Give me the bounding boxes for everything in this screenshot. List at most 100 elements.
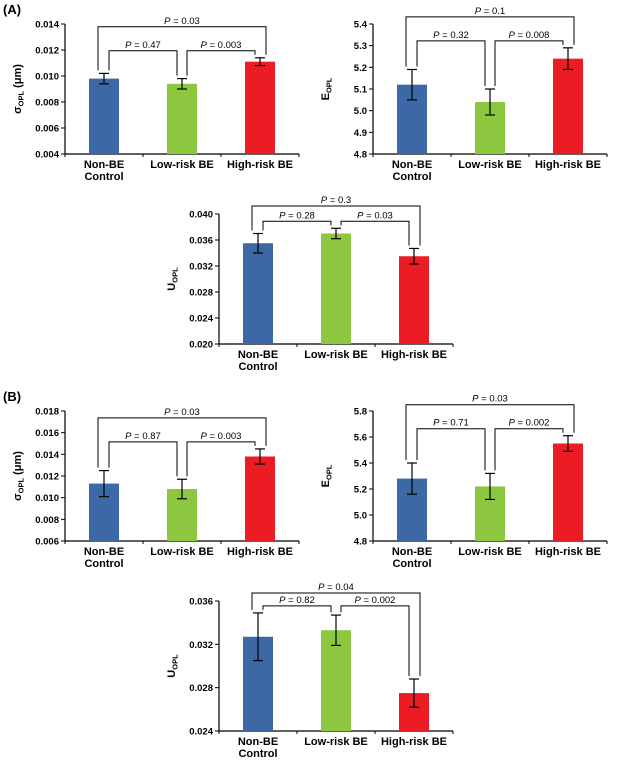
p-value-label: P = 0.82 <box>279 595 315 606</box>
y-tick-label: 5.0 <box>354 511 367 522</box>
y-tick-label: 5.4 <box>354 459 368 470</box>
y-tick-label: 5.2 <box>354 63 367 74</box>
y-tick-label: 0.014 <box>35 20 59 31</box>
p-value-label: P = 0.3 <box>321 195 351 206</box>
significance-bracket <box>186 50 256 76</box>
y-tick-label: 0.010 <box>35 72 59 83</box>
x-category-label: High-risk BE <box>535 159 601 171</box>
significance-bracket <box>251 592 421 676</box>
bar-high-risk-be <box>553 443 583 541</box>
y-axis-label: EOPL <box>320 464 334 487</box>
bar-high-risk-be <box>553 58 583 154</box>
p-value-label: P = 0.002 <box>509 418 550 429</box>
significance-bracket <box>416 428 486 471</box>
p-value-label: P = 0.32 <box>433 30 469 41</box>
significance-bracket <box>262 220 332 231</box>
p-value-label: P = 0.003 <box>201 40 242 51</box>
y-tick-label: 4.8 <box>354 537 367 548</box>
x-category-label: Low-risk BE <box>304 349 368 361</box>
x-category-label: High-risk BE <box>381 736 447 748</box>
p-value-label: P = 0.003 <box>201 431 242 442</box>
x-category-label: Control <box>84 558 123 570</box>
x-category-label: Control <box>238 748 277 760</box>
x-category-label: Low-risk BE <box>150 546 214 558</box>
significance-bracket <box>340 605 410 676</box>
panel-label-a: (A) <box>3 2 22 17</box>
x-category-label: High-risk BE <box>227 546 293 558</box>
x-category-label: High-risk BE <box>227 159 293 171</box>
y-axis-label: σOPL (μm) <box>12 451 26 501</box>
y-tick-label: 5.2 <box>354 485 367 496</box>
chart-sigma-opl-b: 0.006 0.008 0.010 0.012 0.014 0.016 0.018 Non-B… <box>12 407 300 570</box>
y-tick-label: 5.3 <box>354 41 367 52</box>
x-category-label: Non-BE <box>238 736 278 748</box>
p-value-label: P = 0.71 <box>433 418 469 429</box>
bar-high-risk-be <box>245 456 275 541</box>
panel-label-b: (B) <box>3 389 22 404</box>
significance-bracket <box>494 428 564 471</box>
bar-low-risk-be <box>167 83 197 154</box>
bar-low-risk-be <box>321 233 351 344</box>
x-category-label: Control <box>238 361 277 373</box>
bar-non-be-control <box>89 78 119 154</box>
x-category-label: Control <box>392 558 431 570</box>
x-category-label: Non-BE <box>84 159 124 171</box>
y-tick-label: 0.008 <box>35 515 59 526</box>
significance-bracket <box>262 605 332 613</box>
y-tick-label: 0.028 <box>189 683 213 694</box>
y-tick-label: 0.036 <box>189 236 213 247</box>
panel-a: (A) 0.004 0.006 0.008 0.010 0.012 0.014 Non-BE… <box>3 2 608 373</box>
y-tick-label: 0.036 <box>189 597 213 608</box>
significance-bracket <box>405 404 575 460</box>
significance-bracket <box>97 26 267 71</box>
significance-bracket <box>108 50 178 76</box>
p-value-label: P = 0.03 <box>472 394 508 405</box>
y-tick-label: 0.032 <box>189 262 213 273</box>
x-category-label: Non-BE <box>238 349 278 361</box>
y-axis-label: EOPL <box>320 77 334 100</box>
y-tick-label: 4.8 <box>354 150 367 161</box>
y-tick-label: 5.4 <box>354 20 368 31</box>
p-value-label: P = 0.008 <box>509 30 550 41</box>
significance-bracket <box>186 441 256 477</box>
p-value-label: P = 0.04 <box>318 582 354 593</box>
significance-bracket <box>340 220 410 246</box>
x-category-label: High-risk BE <box>535 546 601 558</box>
y-axis-label: σOPL (μm) <box>12 64 26 114</box>
x-category-label: High-risk BE <box>381 349 447 361</box>
y-tick-label: 0.008 <box>35 98 59 109</box>
y-tick-label: 0.032 <box>189 640 213 651</box>
x-category-label: Non-BE <box>84 546 124 558</box>
significance-bracket <box>494 40 564 86</box>
p-value-label: P = 0.03 <box>357 210 393 221</box>
significance-bracket <box>97 417 267 468</box>
y-tick-label: 0.020 <box>189 340 213 351</box>
p-value-label: P = 0.1 <box>475 6 505 17</box>
y-tick-label: 0.010 <box>35 493 59 504</box>
y-tick-label: 0.018 <box>35 407 59 418</box>
y-tick-label: 0.012 <box>35 46 59 57</box>
x-category-label: Low-risk BE <box>304 736 368 748</box>
p-value-label: P = 0.03 <box>164 16 200 27</box>
y-tick-label: 0.028 <box>189 288 213 299</box>
x-category-label: Control <box>392 171 431 183</box>
y-tick-label: 0.006 <box>35 124 59 135</box>
x-category-label: Low-risk BE <box>458 546 522 558</box>
bar-non-be-control <box>243 243 273 344</box>
bar-low-risk-be <box>321 630 351 731</box>
y-tick-label: 5.6 <box>354 433 367 444</box>
panel-b: (B) 0.006 0.008 0.010 0.012 0.014 0.016 0.018 N… <box>0 387 624 774</box>
p-value-label: P = 0.002 <box>355 595 396 606</box>
x-category-label: Control <box>84 171 123 183</box>
p-value-label: P = 0.47 <box>125 40 161 51</box>
y-tick-label: 5.8 <box>354 407 367 418</box>
p-value-label: P = 0.87 <box>125 431 161 442</box>
significance-bracket <box>108 441 178 477</box>
bar-high-risk-be <box>399 256 429 344</box>
significance-bracket <box>405 16 575 67</box>
y-tick-label: 0.012 <box>35 472 59 483</box>
y-tick-label: 4.9 <box>354 128 367 139</box>
